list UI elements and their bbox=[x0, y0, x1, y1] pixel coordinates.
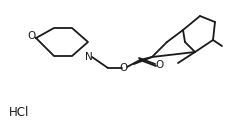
Text: O: O bbox=[156, 60, 164, 70]
Text: O: O bbox=[119, 63, 127, 73]
Text: N: N bbox=[85, 52, 93, 62]
Text: O: O bbox=[28, 31, 36, 41]
Text: HCl: HCl bbox=[9, 106, 29, 119]
